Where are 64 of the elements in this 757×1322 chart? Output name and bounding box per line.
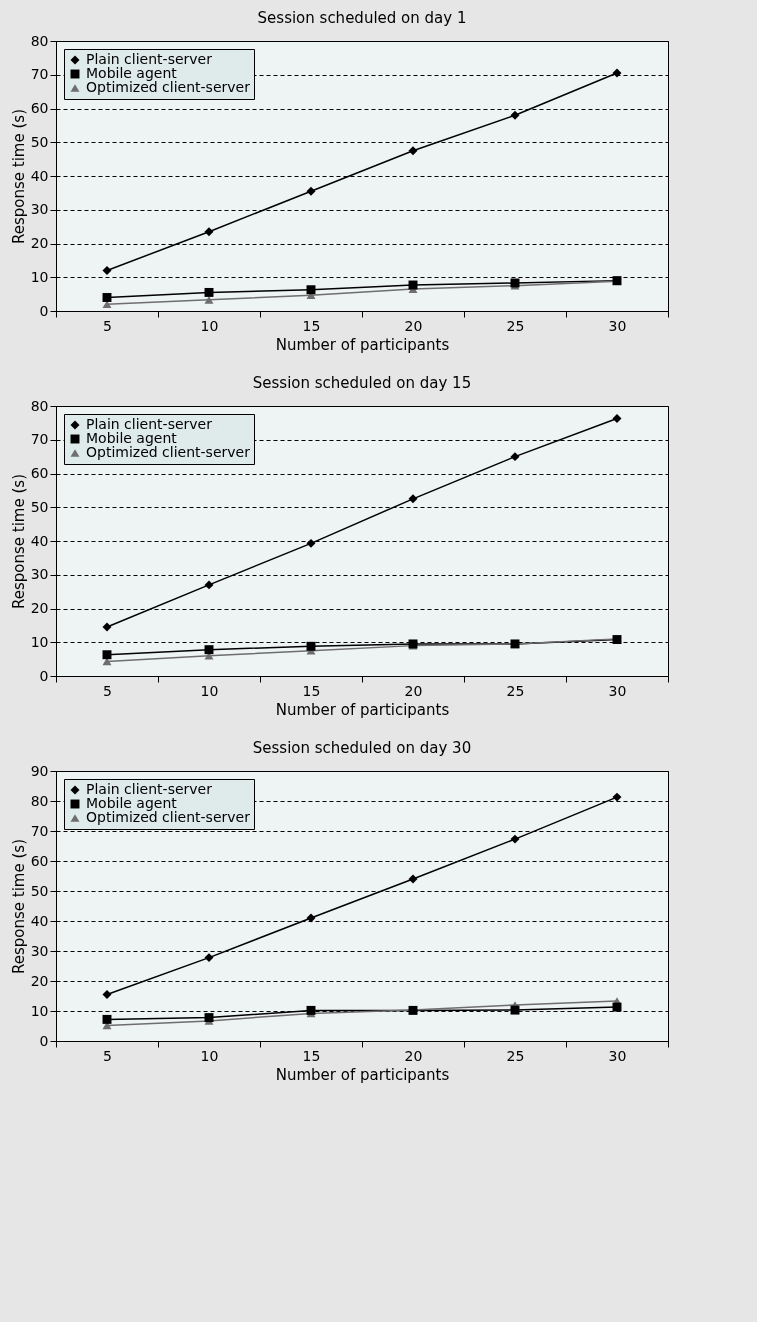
legend-label: Optimized client-server <box>86 444 251 460</box>
legend-label: Plain client-server <box>86 51 213 67</box>
y-tick-label: 40 <box>30 167 49 184</box>
chart-title: Session scheduled on day 1 <box>257 9 467 27</box>
y-tick-label: 30 <box>30 566 49 583</box>
legend-label: Optimized client-server <box>86 79 251 95</box>
y-axis-title: Response time (s) <box>9 474 28 609</box>
y-tick-label: 0 <box>39 667 49 684</box>
y-tick-label: 30 <box>30 942 49 959</box>
y-tick-label: 70 <box>30 431 49 448</box>
chart-title: Session scheduled on day 15 <box>252 374 472 392</box>
x-tick-label: 20 <box>404 1047 423 1064</box>
y-tick-label: 70 <box>30 66 49 83</box>
x-tick-label: 25 <box>506 682 525 699</box>
x-tick-label: 30 <box>608 682 627 699</box>
y-tick-label: 80 <box>30 397 49 414</box>
y-tick-label: 40 <box>30 532 49 549</box>
y-tick-label: 40 <box>30 912 49 929</box>
y-tick-label: 10 <box>30 1002 49 1019</box>
legend-label: Mobile agent <box>86 65 178 81</box>
y-tick-label: 80 <box>30 792 49 809</box>
x-tick-label: 10 <box>200 1047 219 1064</box>
x-tick-label: 20 <box>404 317 423 334</box>
y-tick-label: 50 <box>30 133 49 150</box>
y-tick-label: 20 <box>30 600 49 616</box>
x-tick-label: 5 <box>103 682 112 699</box>
legend-label: Plain client-server <box>86 416 213 432</box>
y-axis-title: Response time (s) <box>9 109 28 244</box>
y-tick-label: 0 <box>39 302 49 319</box>
x-tick-label: 10 <box>200 682 219 699</box>
x-tick-label: 20 <box>404 682 423 699</box>
y-tick-label: 30 <box>30 201 49 218</box>
legend-label: Mobile agent <box>86 430 178 446</box>
y-axis-title: Response time (s) <box>9 839 28 974</box>
y-tick-label: 0 <box>39 1032 49 1049</box>
y-tick-label: 10 <box>30 633 49 650</box>
x-tick-label: 5 <box>103 1047 112 1064</box>
y-tick-label: 70 <box>30 822 49 839</box>
x-tick-label: 25 <box>506 317 525 334</box>
x-axis-title: Number of participants <box>275 335 450 354</box>
x-tick-label: 15 <box>302 1047 321 1064</box>
y-tick-label: 10 <box>30 268 49 285</box>
y-tick-label: 20 <box>30 972 49 989</box>
x-axis-title: Number of participants <box>275 700 450 719</box>
y-tick-label: 90 <box>30 762 49 779</box>
x-tick-label: 15 <box>302 317 321 334</box>
x-tick-label: 15 <box>302 682 321 699</box>
y-tick-label: 60 <box>30 852 49 869</box>
y-tick-label: 50 <box>30 498 49 515</box>
x-axis-title: Number of participants <box>275 1065 450 1084</box>
chart-title: Session scheduled on day 30 <box>252 739 472 757</box>
legend-label: Plain client-server <box>86 781 213 797</box>
y-tick-label: 60 <box>30 100 49 116</box>
legend-label: Optimized client-server <box>86 809 251 825</box>
x-tick-label: 5 <box>103 317 112 334</box>
y-tick-label: 20 <box>30 235 49 251</box>
x-tick-label: 30 <box>608 317 627 334</box>
x-tick-label: 25 <box>506 1047 525 1064</box>
y-tick-label: 60 <box>30 465 49 481</box>
y-tick-label: 50 <box>30 882 49 899</box>
y-tick-label: 80 <box>30 32 49 49</box>
x-tick-label: 10 <box>200 317 219 334</box>
x-tick-label: 30 <box>608 1047 627 1064</box>
legend-label: Mobile agent <box>86 795 178 811</box>
